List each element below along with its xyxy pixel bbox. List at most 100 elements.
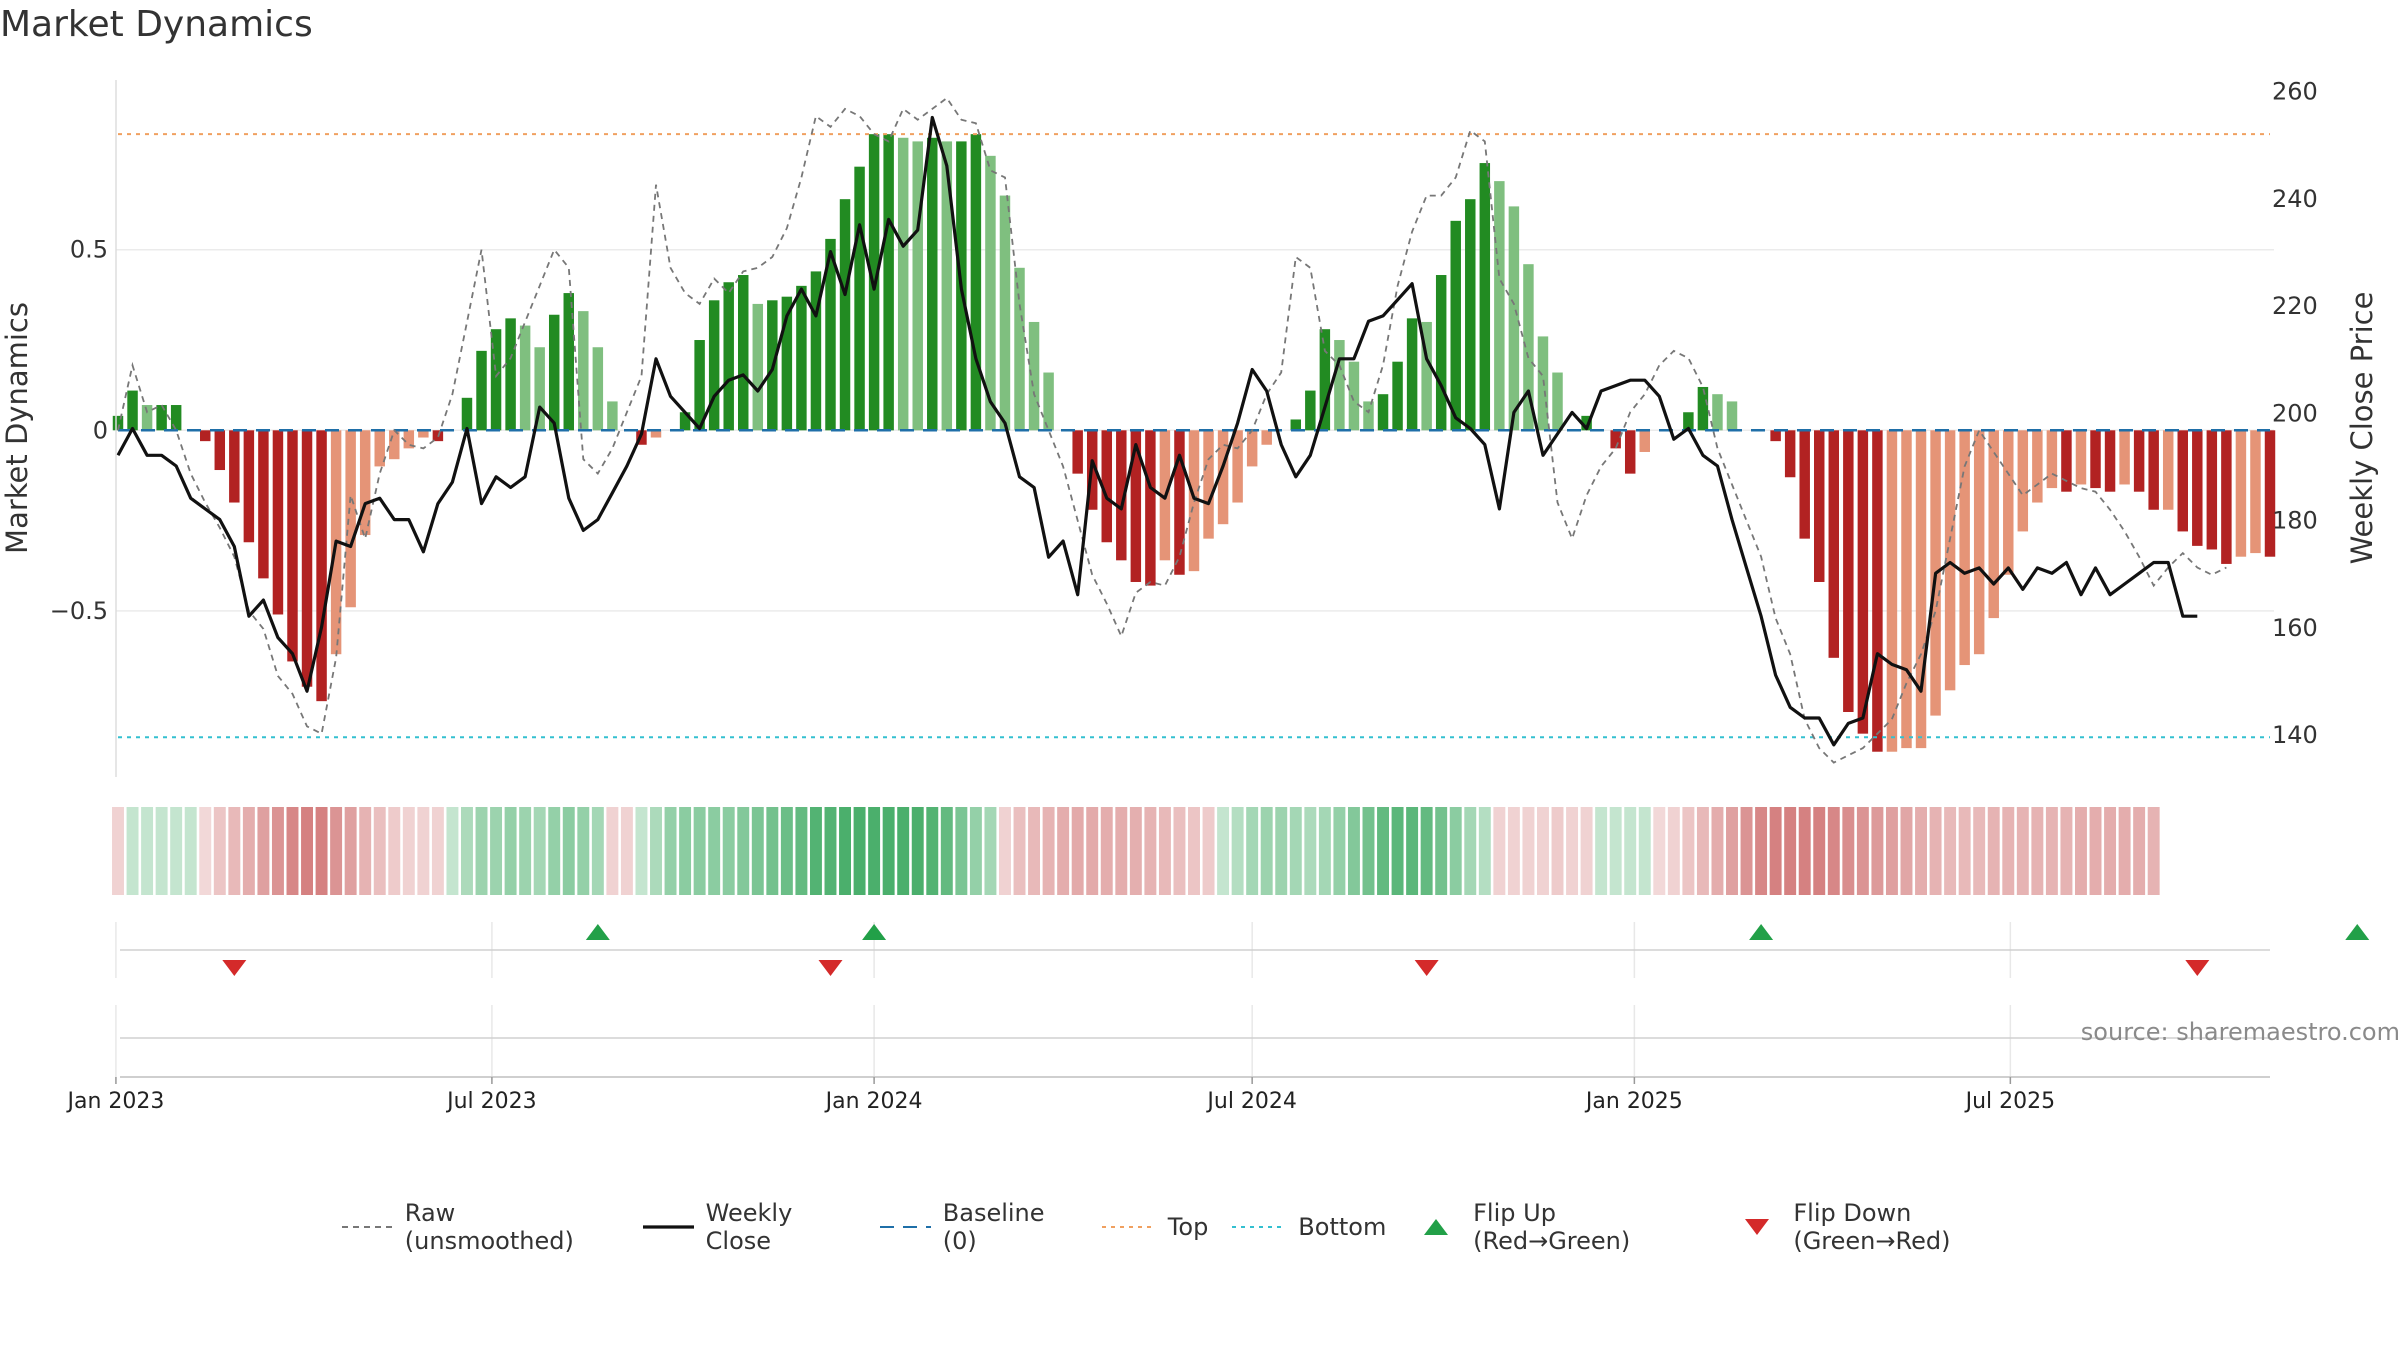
strip-cell bbox=[1013, 807, 1026, 895]
strip-cell bbox=[1333, 807, 1346, 895]
strip-cell bbox=[780, 807, 793, 895]
strip-cell bbox=[562, 807, 575, 895]
strip-cell bbox=[606, 807, 619, 895]
strip-cell bbox=[1537, 807, 1549, 895]
strip-cell bbox=[446, 807, 459, 895]
strip-cell bbox=[868, 807, 881, 895]
dynamics-bar bbox=[1203, 430, 1214, 539]
strip-cell bbox=[1522, 807, 1535, 895]
legend-label: Baseline (0) bbox=[942, 1199, 1045, 1255]
legend-item: Raw (unsmoothed) bbox=[340, 1199, 619, 1255]
intensity-strip bbox=[112, 807, 2160, 895]
dynamics-bar bbox=[127, 390, 138, 431]
x-tick-label: Jan 2025 bbox=[1584, 1089, 1683, 1114]
strip-cell bbox=[809, 807, 822, 895]
strip-cell bbox=[1755, 807, 1768, 895]
dynamics-bar bbox=[854, 166, 865, 431]
strip-cell bbox=[1362, 807, 1375, 895]
strip-cell bbox=[2002, 807, 2015, 895]
strip-cell bbox=[461, 807, 473, 895]
dynamics-bar bbox=[1072, 430, 1083, 474]
strip-cell bbox=[1435, 807, 1448, 895]
dynamics-bar bbox=[1712, 394, 1723, 431]
dynamics-bar bbox=[985, 155, 996, 431]
strip-cell bbox=[1958, 807, 1971, 895]
flip-up-marker bbox=[585, 924, 610, 940]
flip-up-marker bbox=[862, 924, 887, 940]
dynamics-bar bbox=[883, 134, 894, 431]
dynamics-bar bbox=[796, 285, 807, 431]
dynamics-bar bbox=[505, 318, 516, 431]
strip-cell bbox=[1740, 807, 1753, 895]
strip-cell bbox=[504, 807, 517, 895]
dynamics-bar bbox=[1784, 430, 1796, 478]
dynamics-bar bbox=[2003, 430, 2014, 575]
dynamics-bar bbox=[723, 282, 734, 431]
strip-cell bbox=[1129, 807, 1142, 895]
legend-label: Raw (unsmoothed) bbox=[404, 1199, 574, 1255]
strip-cell bbox=[1973, 807, 1986, 895]
dynamics-bar bbox=[1494, 181, 1505, 431]
strip-cell bbox=[1042, 807, 1055, 895]
dynamics-bar bbox=[2264, 430, 2276, 557]
strip-cell bbox=[722, 807, 735, 895]
strip-cell bbox=[650, 807, 662, 895]
dynamics-bar bbox=[839, 199, 851, 431]
strip-cell bbox=[839, 807, 851, 895]
strip-cell bbox=[271, 807, 284, 895]
strip-cell bbox=[330, 807, 343, 895]
dynamics-bar bbox=[578, 311, 589, 431]
y-tick-label-right: 200 bbox=[2272, 399, 2318, 427]
strip-cell bbox=[853, 807, 866, 895]
strip-cell bbox=[184, 807, 197, 895]
reference-lines bbox=[118, 133, 2270, 739]
y-tick-label-right: 160 bbox=[2272, 614, 2318, 642]
strip-cell bbox=[417, 807, 430, 895]
dynamics-bar bbox=[1116, 430, 1127, 561]
strip-cell bbox=[2104, 807, 2117, 895]
strip-cell bbox=[1115, 807, 1128, 895]
dynamics-bar bbox=[2017, 430, 2029, 532]
strip-cell bbox=[1449, 807, 1462, 895]
dynamics-bar bbox=[810, 271, 822, 431]
strip-cell bbox=[242, 807, 255, 895]
strip-cell bbox=[969, 807, 982, 895]
dynamics-bar bbox=[1392, 361, 1403, 431]
strip-cell bbox=[1667, 807, 1680, 895]
dynamics-bar bbox=[1843, 430, 1854, 712]
dynamics-bar bbox=[141, 405, 153, 431]
dynamics-bar bbox=[1130, 430, 1142, 582]
strip-cell bbox=[1071, 807, 1084, 895]
dynamics-bar bbox=[1799, 430, 1810, 539]
dynamics-bar bbox=[1552, 372, 1563, 431]
dynamics-bar bbox=[1508, 206, 1520, 431]
x-tick-label: Jul 2024 bbox=[1205, 1089, 1297, 1114]
strip-cell bbox=[199, 807, 212, 895]
dynamics-bar bbox=[1988, 430, 1999, 619]
dynamics-bar bbox=[1944, 430, 1956, 691]
strip-cell bbox=[359, 807, 372, 895]
dynamics-bar bbox=[316, 430, 327, 702]
x-tick-label: Jul 2025 bbox=[1964, 1089, 2056, 1114]
strip-cell bbox=[1304, 807, 1317, 895]
legend: Raw (unsmoothed) Weekly Close Baseline (0)… bbox=[340, 1199, 2060, 1255]
flip-up-marker bbox=[1749, 924, 1774, 940]
dynamics-bar bbox=[1421, 321, 1432, 431]
legend-flip-down-icon bbox=[1744, 1219, 1769, 1235]
strip-cell bbox=[1871, 807, 1884, 895]
strip-cell bbox=[679, 807, 692, 895]
dynamics-bar bbox=[650, 430, 662, 438]
legend-item: Bottom bbox=[1230, 1213, 1386, 1241]
legend-flip-up-icon bbox=[1424, 1219, 1449, 1235]
strip-cell bbox=[1478, 807, 1491, 895]
dynamics-bar bbox=[156, 405, 167, 431]
dynamics-bar bbox=[1886, 430, 1898, 752]
dynamics-bar bbox=[200, 430, 211, 442]
strip-cell bbox=[1551, 807, 1564, 895]
weekly-close-series bbox=[116, 115, 2198, 747]
dynamics-bar bbox=[1697, 386, 1709, 431]
dynamics-bar bbox=[2046, 430, 2058, 489]
strip-cell bbox=[373, 807, 386, 895]
strip-cell bbox=[1784, 807, 1797, 895]
dynamics-bars bbox=[112, 134, 2276, 752]
